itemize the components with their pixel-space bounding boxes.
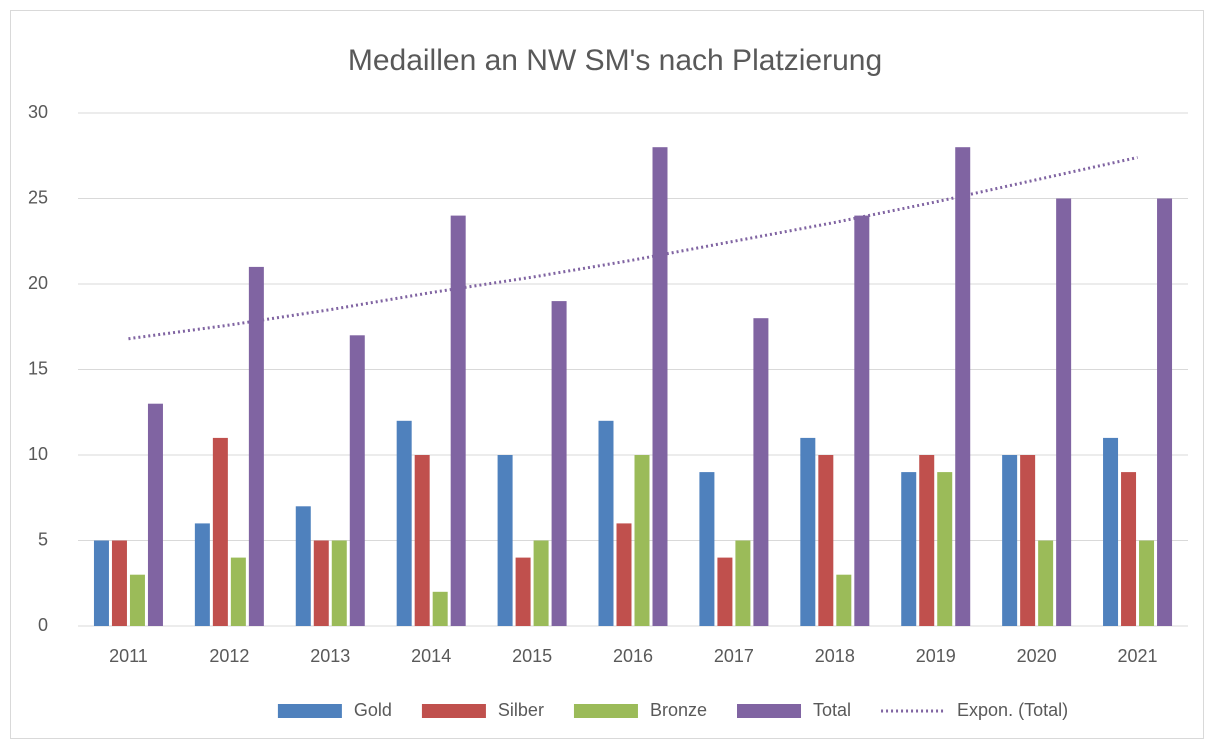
bar (919, 455, 935, 626)
x-tick-label: 2018 (815, 646, 855, 666)
bar (1002, 455, 1018, 626)
bar (1139, 540, 1155, 626)
bar (1038, 540, 1054, 626)
y-tick-label: 0 (38, 615, 48, 635)
chart-title: Medaillen an NW SM's nach Platzierung (348, 44, 882, 77)
x-tick-label: 2012 (209, 646, 249, 666)
bar (937, 472, 953, 626)
bar (854, 215, 870, 626)
bar (349, 335, 365, 626)
bar (515, 557, 531, 626)
bar (414, 455, 430, 626)
bar (955, 147, 971, 626)
bar (1103, 437, 1119, 626)
bar (616, 523, 632, 626)
x-tick-label: 2020 (1017, 646, 1057, 666)
bar (93, 540, 109, 626)
bar (836, 574, 852, 626)
y-tick-label: 30 (28, 102, 48, 122)
bar (1157, 198, 1173, 626)
bar (717, 557, 733, 626)
bar (735, 540, 751, 626)
x-tick-label: 2017 (714, 646, 754, 666)
bar (652, 147, 668, 626)
x-tick-label: 2016 (613, 646, 653, 666)
bar (432, 591, 448, 626)
bar (753, 318, 769, 626)
bar (699, 472, 715, 626)
y-tick-label: 5 (38, 529, 48, 549)
bar (194, 523, 210, 626)
bar (129, 574, 145, 626)
x-tick-label: 2015 (512, 646, 552, 666)
legend-label: Gold (354, 700, 392, 720)
bar (295, 506, 311, 626)
x-tick-label: 2014 (411, 646, 451, 666)
bar (111, 540, 127, 626)
legend-swatch (573, 704, 638, 718)
trend-line (128, 155, 1138, 341)
y-tick-label: 25 (28, 187, 48, 207)
legend-label: Bronze (650, 700, 707, 720)
bar (396, 420, 412, 626)
x-tick-label: 2011 (109, 646, 148, 666)
chart-border (10, 10, 1204, 739)
legend-swatch (737, 704, 802, 718)
bar (450, 215, 466, 626)
x-tick-label: 2019 (916, 646, 956, 666)
bar (800, 437, 816, 626)
legend-label: Total (813, 700, 851, 720)
y-tick-label: 15 (28, 358, 48, 378)
bar (331, 540, 347, 626)
bar (313, 540, 329, 626)
bar (533, 540, 549, 626)
legend-label: Expon. (Total) (957, 700, 1068, 720)
legend-label: Silber (498, 700, 544, 720)
bar (901, 472, 917, 626)
bar (818, 455, 834, 626)
y-tick-label: 20 (28, 273, 48, 293)
y-tick-label: 10 (28, 444, 48, 464)
bar (497, 455, 513, 626)
bar (212, 437, 228, 626)
bar (1020, 455, 1036, 626)
bar (551, 301, 567, 626)
bar (1056, 198, 1072, 626)
bar (248, 266, 264, 626)
x-tick-label: 2013 (310, 646, 350, 666)
legend-swatch (421, 704, 486, 718)
bar (147, 403, 163, 626)
bar (1121, 472, 1137, 626)
bar (634, 455, 650, 626)
legend-swatch (277, 704, 342, 718)
bar (598, 420, 614, 626)
x-tick-label: 2021 (1118, 646, 1158, 666)
bar (230, 557, 246, 626)
